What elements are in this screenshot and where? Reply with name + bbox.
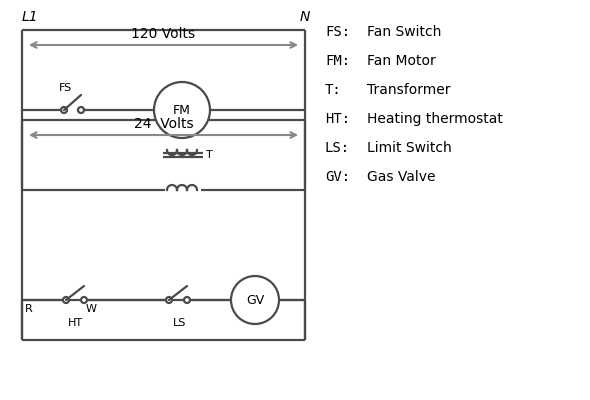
Text: GV:: GV: bbox=[325, 170, 350, 184]
Text: Fan Switch: Fan Switch bbox=[367, 25, 441, 39]
Circle shape bbox=[184, 297, 190, 303]
Text: Fan Motor: Fan Motor bbox=[367, 54, 436, 68]
Text: Gas Valve: Gas Valve bbox=[367, 170, 435, 184]
Circle shape bbox=[231, 276, 279, 324]
Text: 24  Volts: 24 Volts bbox=[134, 117, 194, 131]
Text: W: W bbox=[86, 304, 97, 314]
Text: FS: FS bbox=[60, 83, 73, 93]
Circle shape bbox=[166, 297, 172, 303]
Text: HT:: HT: bbox=[325, 112, 350, 126]
Text: FS:: FS: bbox=[325, 25, 350, 39]
Text: R: R bbox=[25, 304, 33, 314]
Text: T:: T: bbox=[325, 83, 342, 97]
Text: GV: GV bbox=[246, 294, 264, 306]
Text: LS: LS bbox=[173, 318, 186, 328]
Text: Limit Switch: Limit Switch bbox=[367, 141, 452, 155]
Circle shape bbox=[78, 107, 84, 113]
Text: Transformer: Transformer bbox=[367, 83, 451, 97]
Text: N: N bbox=[300, 10, 310, 24]
Text: 120 Volts: 120 Volts bbox=[132, 27, 195, 41]
Text: T: T bbox=[206, 150, 213, 160]
Circle shape bbox=[81, 297, 87, 303]
Text: HT: HT bbox=[67, 318, 83, 328]
Text: FM: FM bbox=[173, 104, 191, 116]
Circle shape bbox=[154, 82, 210, 138]
Circle shape bbox=[61, 107, 67, 113]
Text: L1: L1 bbox=[22, 10, 38, 24]
Text: FM:: FM: bbox=[325, 54, 350, 68]
Circle shape bbox=[63, 297, 69, 303]
Text: Heating thermostat: Heating thermostat bbox=[367, 112, 503, 126]
Text: LS:: LS: bbox=[325, 141, 350, 155]
